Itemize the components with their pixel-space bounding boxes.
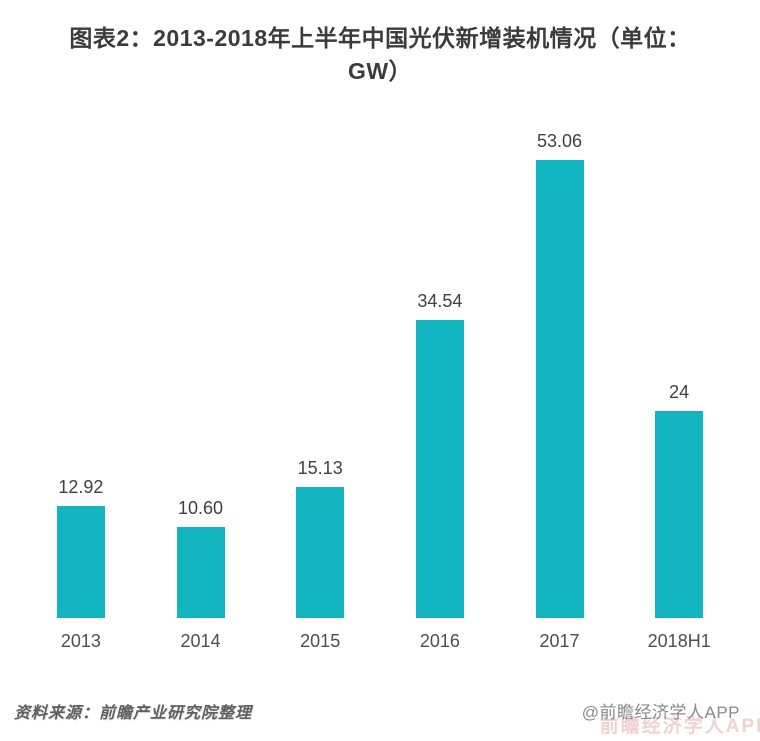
bar-column: 24 [619, 98, 739, 618]
bar-column: 53.06 [500, 98, 620, 618]
chart-footer: 资料来源：前瞻产业研究院整理 前瞻经济学人APP @前瞻经济学人APP [0, 698, 760, 737]
chart-title: 图表2：2013-2018年上半年中国光伏新增装机情况（单位： GW） [24, 22, 736, 88]
x-axis-tick-label: 2015 [300, 631, 341, 651]
x-axis-tick-label: 2013 [60, 631, 101, 651]
x-axis-tick-label: 2018H1 [647, 631, 711, 651]
bar-chart-plot-area: 12.92 10.60 15.13 34.54 53.06 24 [0, 98, 760, 618]
x-axis-tick-label: 2016 [419, 631, 460, 651]
bar-value-label: 10.60 [177, 498, 224, 518]
bar [655, 411, 704, 618]
bar-column: 10.60 [141, 98, 261, 618]
bar-column: 12.92 [21, 98, 141, 618]
credit-area: 前瞻经济学人APP @前瞻经济学人APP [581, 698, 760, 737]
credit-text: @前瞻经济学人APP [581, 703, 740, 722]
bar-value-label: 24 [669, 382, 690, 402]
bar-value-label: 12.92 [58, 477, 104, 497]
bar-value-label: 34.54 [417, 291, 463, 311]
bar [296, 487, 345, 618]
bar-column: 34.54 [380, 98, 500, 618]
chart-title-line2: GW） [347, 58, 413, 84]
source-note: 资料来源：前瞻产业研究院整理 [14, 705, 253, 722]
bar [415, 320, 464, 618]
bar-value-label: 15.13 [297, 458, 343, 478]
bar-column: 15.13 [260, 98, 380, 618]
x-axis-tick-label: 2014 [180, 631, 221, 651]
chart-title-line1: 图表2：2013-2018年上半年中国光伏新增装机情况（单位： [69, 25, 691, 51]
bar [176, 527, 225, 618]
bar-value-label: 53.06 [537, 131, 583, 151]
x-axis-labels: 2013 2014 2015 2016 2017 2018H1 [0, 631, 760, 652]
x-axis-tick-label: 2017 [539, 631, 580, 651]
watermark-text: 前瞻经济学人APP [599, 716, 760, 737]
bar [56, 506, 105, 618]
bar [535, 160, 584, 618]
